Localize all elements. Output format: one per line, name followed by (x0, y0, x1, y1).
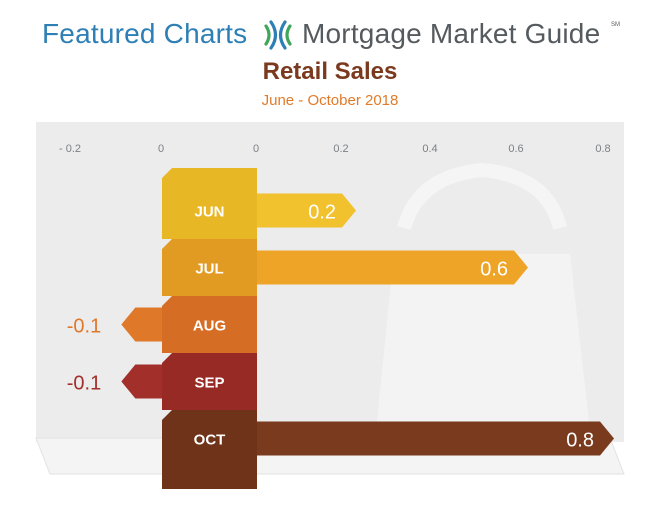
labels: JUN 0.2 JUL 0.6 AUG -0.1 SEP -0.1 OCT 0.8 (67, 202, 594, 452)
value-label-aug: -0.1 (67, 316, 101, 338)
bars (121, 193, 614, 456)
tick-label: 0 (253, 143, 259, 155)
featured-charts-text: Featured Charts (42, 18, 248, 49)
chart-subtitle: June - October 2018 (261, 92, 399, 109)
tick-label: 0.2 (333, 143, 348, 155)
tick-label: - 0.2 (59, 143, 81, 155)
column-segment-oct (162, 410, 257, 489)
value-label-jul: 0.6 (480, 259, 508, 281)
bar-aug (121, 307, 162, 342)
tick-label: 0 (158, 143, 164, 155)
signal-waves-icon (264, 20, 292, 50)
bar-jul (257, 250, 528, 285)
axis-ticks: - 0.2 0 0 0.2 0.4 0.6 0.8 (59, 143, 611, 155)
shopping-bag-icon (376, 162, 590, 430)
month-label-sep: SEP (194, 375, 224, 392)
value-label-sep: -0.1 (67, 373, 101, 395)
value-label-jun: 0.2 (308, 202, 336, 224)
month-label-jul: JUL (195, 261, 223, 278)
bar-sep (121, 364, 162, 399)
tick-label: 0.6 (508, 143, 523, 155)
column-segment-aug (162, 296, 257, 353)
header: Featured Charts Mortgage Market Guide SM (0, 12, 660, 56)
tick-label: 0.8 (595, 143, 610, 155)
bar-jun (257, 193, 356, 228)
tick-label: 0.4 (422, 143, 437, 155)
mortgage-market-guide-text: Mortgage Market Guide (302, 18, 601, 49)
bar-oct (257, 421, 614, 456)
month-label-oct: OCT (194, 432, 226, 449)
column-segment-jul (162, 239, 257, 296)
chart-title: Retail Sales (262, 58, 398, 85)
column-segment-sep (162, 353, 257, 410)
value-label-oct: 0.8 (566, 430, 594, 452)
month-label-aug: AUG (193, 318, 226, 335)
service-mark: SM (611, 22, 620, 28)
month-column (162, 168, 257, 489)
column-segment-jun (162, 168, 257, 239)
month-label-jun: JUN (194, 204, 224, 221)
